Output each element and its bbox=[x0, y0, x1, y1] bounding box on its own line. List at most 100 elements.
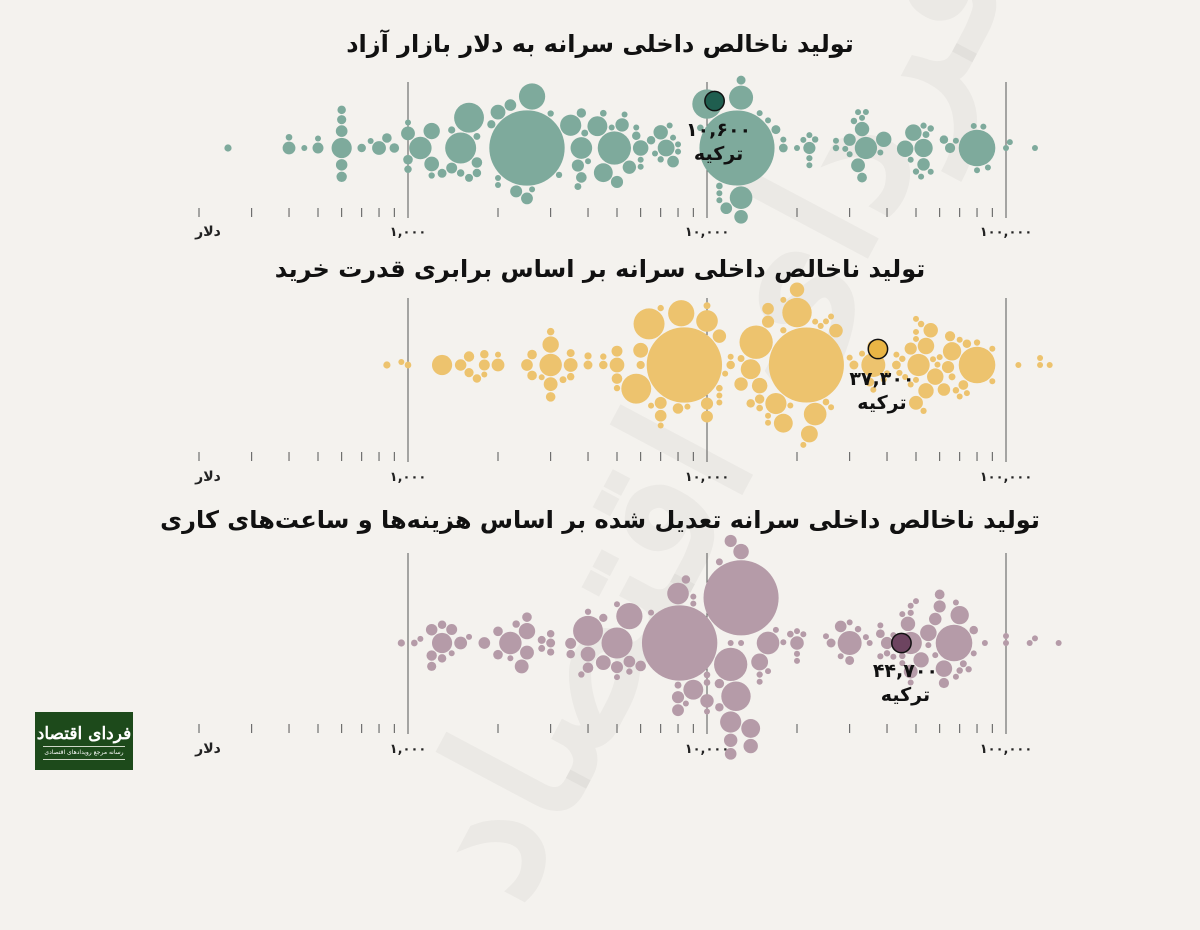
country-bubble bbox=[952, 387, 960, 394]
country-bubble bbox=[912, 335, 919, 342]
country-bubble bbox=[615, 118, 629, 132]
country-bubble bbox=[907, 156, 914, 163]
country-bubble bbox=[772, 626, 779, 633]
country-bubble bbox=[956, 393, 963, 400]
country-bubble bbox=[522, 612, 532, 622]
country-bubble bbox=[761, 315, 775, 328]
country-bubble bbox=[504, 99, 517, 111]
logo-name: فردای اقتصاد bbox=[36, 724, 132, 744]
country-bubble bbox=[633, 124, 640, 131]
country-bubble bbox=[877, 622, 884, 629]
country-bubble bbox=[599, 613, 608, 622]
country-bubble bbox=[610, 661, 623, 674]
country-bubble bbox=[952, 599, 959, 606]
country-bubble bbox=[633, 342, 649, 358]
country-bubble bbox=[367, 137, 374, 144]
country-bubble bbox=[405, 119, 411, 126]
country-bubble bbox=[653, 125, 668, 140]
country-bubble bbox=[974, 167, 981, 174]
country-bubble bbox=[616, 602, 643, 630]
country-bubble bbox=[714, 647, 748, 681]
country-bubble bbox=[566, 372, 575, 381]
country-bubble bbox=[454, 636, 468, 650]
country-bubble bbox=[842, 145, 849, 152]
country-bubble bbox=[683, 679, 704, 700]
country-bubble bbox=[837, 631, 862, 655]
country-bubble bbox=[956, 336, 963, 343]
country-bubble bbox=[907, 381, 914, 388]
country-bubble bbox=[499, 631, 522, 655]
country-bubble bbox=[1003, 145, 1009, 151]
country-bubble bbox=[424, 156, 440, 172]
country-bubble bbox=[723, 733, 738, 747]
country-bubble bbox=[672, 704, 684, 717]
country-bubble bbox=[703, 679, 711, 686]
country-bubble bbox=[803, 141, 816, 155]
country-bubble bbox=[875, 629, 885, 639]
country-bubble bbox=[932, 652, 939, 659]
country-bubble bbox=[737, 355, 745, 362]
country-bubble bbox=[703, 560, 779, 636]
country-bubble bbox=[1006, 139, 1013, 146]
country-bubble bbox=[778, 143, 788, 153]
country-bubble bbox=[546, 327, 555, 336]
country-bubble bbox=[794, 145, 801, 151]
unit-label: دلار bbox=[194, 469, 221, 485]
country-bubble bbox=[922, 131, 930, 139]
country-bubble bbox=[633, 308, 665, 340]
country-bubble bbox=[832, 137, 839, 144]
country-bubble bbox=[822, 398, 830, 406]
country-bubble bbox=[336, 171, 347, 182]
country-bubble bbox=[944, 142, 956, 154]
country-bubble bbox=[690, 600, 697, 607]
country-bubble bbox=[700, 397, 714, 410]
country-bubble bbox=[285, 133, 293, 141]
country-bubble bbox=[648, 402, 655, 409]
country-bubble bbox=[609, 357, 625, 373]
country-bubble bbox=[613, 601, 620, 608]
country-bubble bbox=[437, 654, 447, 663]
country-bubble bbox=[780, 136, 787, 143]
country-bubble bbox=[701, 410, 713, 423]
country-bubble bbox=[727, 353, 734, 360]
country-bubble bbox=[697, 124, 704, 132]
country-bubble bbox=[768, 327, 844, 403]
country-bubble bbox=[724, 534, 737, 548]
country-bubble bbox=[646, 327, 723, 403]
country-bubble bbox=[828, 404, 835, 411]
country-bubble bbox=[632, 140, 649, 156]
country-bubble bbox=[372, 141, 386, 155]
country-bubble bbox=[472, 374, 482, 383]
country-bubble bbox=[980, 123, 987, 130]
country-bubble bbox=[846, 151, 853, 158]
country-bubble bbox=[312, 142, 324, 154]
country-bubble bbox=[547, 110, 554, 117]
chart-title-ppp: تولید ناخالص داخلی سرانه بر اساس برابری … bbox=[274, 255, 926, 283]
country-bubble bbox=[845, 656, 855, 665]
country-bubble bbox=[721, 681, 751, 711]
country-bubble bbox=[672, 403, 684, 414]
country-bubble bbox=[314, 135, 321, 142]
country-bubble bbox=[800, 441, 807, 448]
country-bubble bbox=[543, 377, 558, 392]
country-bubble bbox=[599, 109, 607, 117]
country-bubble bbox=[595, 655, 611, 671]
tick-label: ۱۰,۰۰۰ bbox=[685, 742, 730, 757]
country-bubble bbox=[465, 173, 474, 182]
country-bubble bbox=[636, 360, 645, 370]
country-bubble bbox=[822, 633, 829, 640]
country-bubble bbox=[597, 131, 632, 165]
country-bubble bbox=[950, 605, 969, 625]
country-bubble bbox=[512, 620, 520, 628]
country-bubble bbox=[495, 351, 502, 358]
country-bubble bbox=[963, 390, 970, 397]
country-bubble bbox=[398, 358, 405, 365]
country-bubble bbox=[862, 634, 869, 641]
country-bubble bbox=[529, 186, 536, 193]
tick-label: ۱۰,۰۰۰ bbox=[685, 225, 730, 240]
tick-label: ۱۰۰,۰۰۰ bbox=[980, 470, 1033, 485]
country-bubble bbox=[491, 358, 505, 372]
country-bubble bbox=[681, 575, 691, 584]
country-bubble bbox=[518, 622, 536, 640]
country-bubble bbox=[956, 667, 963, 674]
